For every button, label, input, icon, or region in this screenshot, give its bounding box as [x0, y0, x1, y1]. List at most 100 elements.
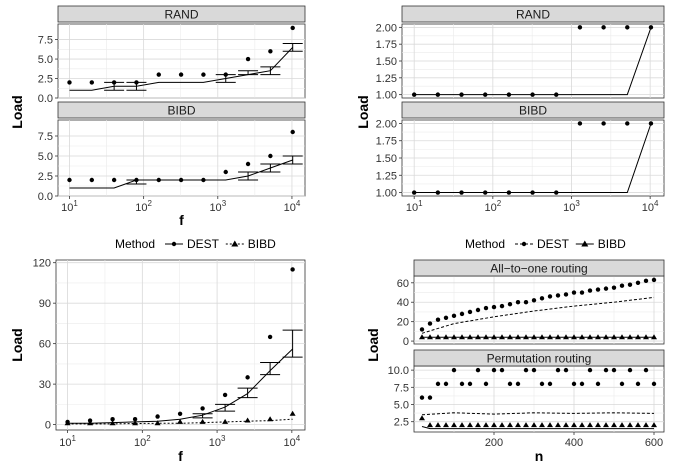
- x-tick-label: 102: [135, 199, 152, 214]
- facet-strip-label: RAND: [164, 8, 198, 22]
- data-point: [530, 92, 535, 97]
- data-point: [563, 367, 569, 373]
- y-tick-label: 1.00: [376, 188, 397, 200]
- data-point: [435, 190, 441, 195]
- y-tick-label: 1.25: [376, 73, 397, 85]
- data-point: [200, 406, 205, 411]
- data-point: [507, 381, 513, 387]
- panel-background: [55, 259, 306, 431]
- legend-title: Method: [115, 237, 155, 251]
- data-point: [577, 121, 583, 126]
- data-point: [290, 129, 295, 135]
- x-tick-label: 101: [61, 199, 78, 214]
- chart-1: 0.0 2.5 5.0 7.5 RAND 0.0 2.5 5.0 7.5 BIBD 101 102 10…: [9, 5, 306, 228]
- data-point: [177, 418, 184, 424]
- y-tick-label: 0.0: [38, 93, 53, 105]
- data-point: [268, 153, 273, 159]
- data-point: [579, 290, 585, 295]
- data-point: [595, 287, 601, 292]
- data-point: [267, 416, 274, 422]
- data-point: [89, 177, 95, 183]
- legend-key-triangle: [581, 240, 589, 247]
- data-point: [506, 190, 512, 195]
- data-point: [547, 422, 553, 428]
- data-point: [619, 381, 625, 387]
- data-point: [222, 392, 228, 398]
- data-point: [290, 25, 295, 31]
- data-point: [530, 190, 535, 195]
- data-point: [635, 334, 641, 340]
- data-point: [443, 334, 449, 340]
- data-point: [571, 381, 577, 387]
- data-point: [483, 305, 489, 311]
- data-point: [499, 334, 505, 340]
- data-point: [178, 177, 184, 183]
- data-point: [435, 422, 441, 428]
- data-point: [443, 381, 449, 387]
- data-point: [635, 381, 641, 387]
- y-tick-label: 40: [397, 297, 409, 309]
- y-tick-label: 7.5: [38, 35, 53, 47]
- data-point: [547, 294, 553, 299]
- data-point: [222, 418, 229, 424]
- data-point: [507, 422, 513, 428]
- y-tick-label: 1.75: [376, 39, 397, 51]
- data-point: [619, 334, 625, 340]
- data-point: [491, 367, 497, 373]
- data-point: [435, 92, 441, 97]
- data-point: [531, 367, 537, 373]
- data-point: [539, 296, 545, 301]
- y-tick-label: 7.5: [394, 382, 409, 394]
- data-point: [483, 92, 488, 97]
- data-point: [563, 292, 569, 297]
- facet-strip: [401, 101, 665, 119]
- facet-strip-label: BIBD: [167, 104, 195, 118]
- data-point: [245, 375, 250, 380]
- y-tick-label: 60: [39, 339, 51, 351]
- data-point: [491, 304, 497, 310]
- data-point: [155, 414, 160, 419]
- data-point: [156, 72, 161, 77]
- panel-background: [57, 23, 306, 99]
- data-point: [587, 334, 593, 340]
- data-point: [475, 367, 481, 373]
- data-point: [451, 334, 457, 340]
- legend-entry-bibd: BIBD: [598, 237, 626, 251]
- x-tick-label: 103: [209, 434, 226, 449]
- data-point: [178, 72, 184, 77]
- data-point: [201, 72, 206, 77]
- y-tick-label: 1.50: [376, 153, 397, 165]
- x-tick-label: 104: [642, 199, 659, 214]
- x-tick-label: 200: [485, 437, 503, 449]
- data-point: [643, 278, 649, 284]
- data-point: [427, 334, 433, 340]
- series-line-bibd: [421, 426, 654, 430]
- y-tick-label: 1.00: [376, 90, 397, 102]
- data-point: [579, 381, 585, 387]
- y-tick-label: 5.0: [38, 54, 53, 66]
- data-point: [595, 422, 601, 428]
- data-point: [201, 177, 206, 183]
- facet-strip: [57, 5, 306, 23]
- facet-strip-label: All−to−one routing: [490, 262, 587, 276]
- x-tick-label: 104: [283, 434, 300, 449]
- y-tick-label: 2.5: [38, 171, 53, 183]
- data-point: [554, 92, 559, 97]
- data-point: [459, 311, 465, 317]
- data-point: [523, 422, 529, 428]
- data-point: [531, 298, 537, 303]
- data-point: [625, 25, 630, 30]
- data-point: [67, 80, 72, 85]
- panel-background: [413, 365, 665, 433]
- data-point: [531, 334, 537, 340]
- data-point: [595, 381, 601, 387]
- data-point: [515, 422, 521, 428]
- data-point: [451, 367, 457, 373]
- data-point: [451, 422, 457, 428]
- data-point: [611, 285, 617, 290]
- data-point: [603, 422, 609, 428]
- data-point: [603, 286, 609, 291]
- data-point: [643, 367, 649, 373]
- facet-strip: [401, 5, 665, 23]
- y-tick-label: 90: [39, 298, 51, 310]
